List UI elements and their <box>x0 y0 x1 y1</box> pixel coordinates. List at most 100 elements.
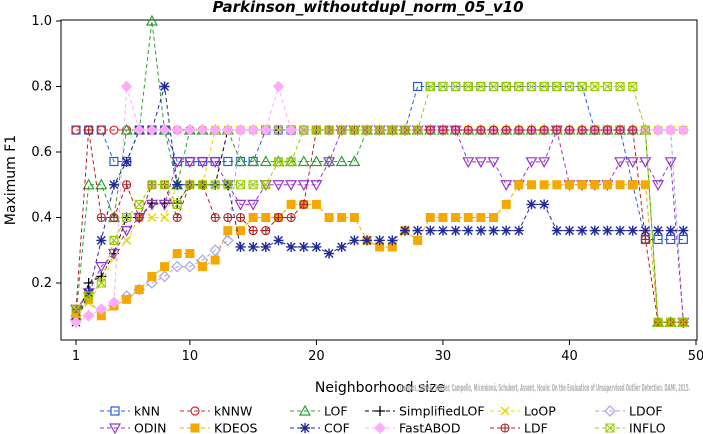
data-point <box>70 316 82 329</box>
data-point <box>311 199 321 209</box>
x-tick-label: 10 <box>182 349 199 364</box>
data-point <box>451 213 461 222</box>
legend-marker <box>500 423 510 433</box>
data-point <box>122 294 132 304</box>
legend-label: KDEOS <box>214 421 258 434</box>
data-point <box>602 180 612 190</box>
legend-label: FastABOD <box>399 421 461 434</box>
data-point <box>539 199 550 210</box>
series-knn <box>71 81 688 245</box>
data-point <box>235 241 246 252</box>
data-point <box>299 199 309 209</box>
data-point <box>526 199 537 210</box>
data-point <box>628 180 638 190</box>
data-point <box>172 179 183 190</box>
data-point <box>463 213 473 222</box>
legend-item: LoOP <box>490 404 556 419</box>
legend-marker <box>190 423 200 433</box>
data-point <box>95 262 108 273</box>
data-point <box>209 157 222 169</box>
data-point <box>564 225 575 236</box>
legend-item: LDF <box>490 421 548 434</box>
data-point <box>297 180 310 191</box>
legend-marker <box>300 423 310 433</box>
data-point <box>602 81 612 92</box>
data-point <box>310 155 323 167</box>
data-point <box>474 157 487 169</box>
data-point <box>462 157 475 169</box>
data-point <box>451 125 461 135</box>
data-point <box>210 212 220 223</box>
data-point <box>577 225 588 236</box>
x-tick-label: 1 <box>72 349 80 364</box>
data-point <box>248 213 258 222</box>
data-point <box>539 81 549 92</box>
data-point <box>171 260 184 273</box>
data-point <box>234 199 247 211</box>
data-point <box>500 180 513 191</box>
series-line <box>76 86 684 240</box>
data-point <box>96 278 106 288</box>
data-point <box>335 155 348 167</box>
data-point <box>374 235 385 246</box>
data-point <box>158 124 171 136</box>
data-point <box>463 125 473 135</box>
data-point <box>615 180 625 190</box>
data-point <box>71 304 81 314</box>
data-point <box>425 125 435 135</box>
data-point <box>172 199 182 209</box>
legend-item: ODIN <box>100 421 167 434</box>
data-point <box>196 124 209 136</box>
series-line <box>76 129 684 323</box>
y-tick-label: 1.0 <box>31 14 52 29</box>
data-point <box>145 14 158 26</box>
data-point <box>122 235 132 245</box>
watermark: Campos, Zimek, Sander, Campello, Micenko… <box>400 382 690 394</box>
data-point <box>628 125 638 135</box>
legend-label: ODIN <box>134 421 167 434</box>
data-point <box>664 124 677 136</box>
data-point <box>437 225 448 236</box>
data-point <box>640 180 650 190</box>
data-point <box>285 180 298 191</box>
data-point <box>122 180 132 190</box>
data-point <box>488 225 499 236</box>
series-group <box>69 14 690 329</box>
y-axis-label: Maximum F1 <box>3 135 19 225</box>
data-point <box>450 225 461 236</box>
data-point <box>348 155 361 167</box>
data-point <box>285 124 297 136</box>
data-point <box>501 225 512 236</box>
legend-marker <box>374 422 386 434</box>
data-point <box>172 249 182 259</box>
data-point <box>476 213 486 222</box>
data-point <box>109 156 119 167</box>
data-point <box>640 234 650 244</box>
data-point <box>577 180 587 190</box>
data-point <box>133 124 145 136</box>
series-ldof <box>70 124 690 329</box>
data-point <box>247 199 260 211</box>
series-line <box>75 128 684 323</box>
data-point <box>222 124 234 136</box>
data-point <box>362 125 372 135</box>
data-point <box>172 198 183 209</box>
legend-marker <box>298 404 312 416</box>
data-point <box>273 212 283 223</box>
data-point <box>272 80 285 93</box>
data-point <box>615 225 626 236</box>
data-point <box>146 124 158 136</box>
series-inflo <box>71 81 688 327</box>
data-point <box>145 199 158 211</box>
data-point <box>120 123 133 135</box>
data-point <box>247 124 259 136</box>
y-tick-label: 0.2 <box>31 276 52 291</box>
data-point <box>221 234 234 247</box>
data-point <box>387 125 397 135</box>
data-point <box>273 157 283 167</box>
data-point <box>627 225 638 236</box>
data-point <box>425 225 436 236</box>
data-point <box>678 317 688 327</box>
data-point <box>413 235 423 245</box>
